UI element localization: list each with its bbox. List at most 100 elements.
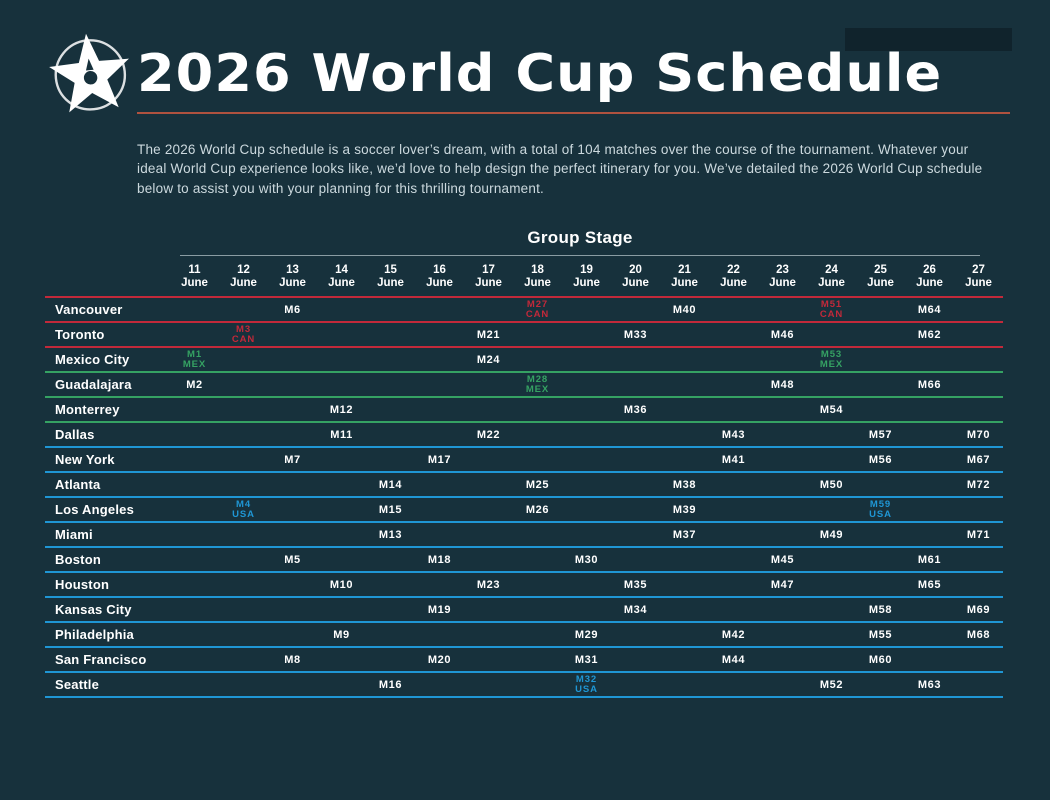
- match-cell-m51: M51 CAN: [819, 298, 844, 320]
- match-cell-m48: M48: [770, 378, 795, 391]
- match-cell-m27: M27 CAN: [525, 298, 550, 320]
- match-cell-m60: M60: [868, 653, 893, 666]
- match-cell-m68: M68: [966, 628, 991, 641]
- city-label: Vancouver: [55, 302, 123, 317]
- table-row-kansas-city: Kansas City M19 M34 M58 M69: [45, 598, 1003, 623]
- match-cell-m43: M43: [721, 428, 746, 441]
- match-cell-m49: M49: [819, 528, 844, 541]
- match-cell-m56: M56: [868, 453, 893, 466]
- city-label: Monterrey: [55, 402, 120, 417]
- date-header-13-june: 13 June: [279, 264, 306, 289]
- match-cell-m11: M11: [330, 428, 353, 441]
- match-cell-m19: M19: [427, 603, 452, 616]
- date-header-14-june: 14 June: [328, 264, 355, 289]
- page-title: 2026 World Cup Schedule: [137, 44, 943, 104]
- group-stage-underline: [180, 255, 980, 256]
- match-cell-m71: M71: [966, 528, 991, 541]
- match-cell-m36: M36: [623, 403, 648, 416]
- match-cell-m61: M61: [917, 553, 942, 566]
- date-header-25-june: 25 June: [867, 264, 894, 289]
- date-header-17-june: 17 June: [475, 264, 502, 289]
- match-cell-m31: M31: [574, 653, 599, 666]
- table-row-atlanta: Atlanta M14 M25 M38 M50 M72: [45, 473, 1003, 498]
- match-cell-m22: M22: [476, 428, 501, 441]
- match-cell-m29: M29: [574, 628, 599, 641]
- table-row-new-york: New York M7 M17 M41 M56 M67: [45, 448, 1003, 473]
- date-header-15-june: 15 June: [377, 264, 404, 289]
- match-cell-m17: M17: [427, 453, 452, 466]
- table-row-philadelphia: Philadelphia M9 M29 M42 M55 M68: [45, 623, 1003, 648]
- match-cell-m69: M69: [966, 603, 991, 616]
- match-cell-m8: M8: [284, 653, 301, 666]
- match-cell-m25: M25: [525, 478, 550, 491]
- match-cell-m6: M6: [284, 303, 301, 316]
- match-cell-m16: M16: [378, 678, 403, 691]
- date-header-18-june: 18 June: [524, 264, 551, 289]
- match-cell-m10: M10: [329, 578, 354, 591]
- watermark-box: [845, 28, 1012, 51]
- match-cell-m2: M2: [186, 378, 203, 391]
- city-label: Guadalajara: [55, 377, 132, 392]
- match-cell-m45: M45: [770, 553, 795, 566]
- match-cell-m13: M13: [378, 528, 403, 541]
- city-label: Seattle: [55, 677, 100, 692]
- match-cell-m4: M4 USA: [232, 498, 255, 520]
- table-row-san-francisco: San Francisco M8 M20 M31 M44 M60: [45, 648, 1003, 673]
- city-label: Los Angeles: [55, 502, 135, 517]
- date-header-24-june: 24 June: [818, 264, 845, 289]
- city-label: New York: [55, 452, 115, 467]
- match-cell-m30: M30: [574, 553, 599, 566]
- match-cell-m46: M46: [770, 328, 795, 341]
- match-cell-m1: M1 MEX: [182, 348, 207, 370]
- match-cell-m65: M65: [917, 578, 942, 591]
- table-row-houston: Houston M10 M23 M35 M47 M65: [45, 573, 1003, 598]
- match-cell-m24: M24: [476, 353, 501, 366]
- match-cell-m72: M72: [966, 478, 991, 491]
- match-cell-m58: M58: [868, 603, 893, 616]
- city-label: San Francisco: [55, 652, 147, 667]
- match-cell-m37: M37: [672, 528, 697, 541]
- table-row-boston: Boston M5 M18 M30 M45 M61: [45, 548, 1003, 573]
- match-cell-m66: M66: [917, 378, 942, 391]
- match-cell-m47: M47: [770, 578, 795, 591]
- city-label: Toronto: [55, 327, 105, 342]
- date-header-22-june: 22 June: [720, 264, 747, 289]
- city-label: Houston: [55, 577, 110, 592]
- match-cell-m32: M32 USA: [575, 673, 598, 695]
- date-header-23-june: 23 June: [769, 264, 796, 289]
- match-cell-m12: M12: [329, 403, 354, 416]
- date-header-19-june: 19 June: [573, 264, 600, 289]
- match-cell-m18: M18: [427, 553, 452, 566]
- title-underline: [137, 112, 1010, 114]
- match-cell-m52: M52: [819, 678, 844, 691]
- match-cell-m28: M28 MEX: [525, 373, 550, 395]
- group-stage-title: Group Stage: [527, 228, 633, 247]
- date-header-16-june: 16 June: [426, 264, 453, 289]
- match-cell-m53: M53 MEX: [819, 348, 844, 370]
- table-row-guadalajara: Guadalajara M2 M28 MEX M48 M66: [45, 373, 1003, 398]
- date-header-20-june: 20 June: [622, 264, 649, 289]
- match-cell-m15: M15: [378, 503, 403, 516]
- match-cell-m34: M34: [623, 603, 648, 616]
- dates-header-row: 11 June 12 June 13 June 14 June 15 June 16 June 17 Ju…: [45, 264, 1003, 290]
- date-header-27-june: 27 June: [965, 264, 992, 289]
- city-label: Dallas: [55, 427, 95, 442]
- match-cell-m62: M62: [917, 328, 942, 341]
- match-cell-m70: M70: [966, 428, 991, 441]
- match-cell-m63: M63: [917, 678, 942, 691]
- date-header-26-june: 26 June: [916, 264, 943, 289]
- match-cell-m42: M42: [721, 628, 746, 641]
- city-label: Philadelphia: [55, 627, 134, 642]
- match-cell-m35: M35: [623, 578, 648, 591]
- match-cell-m21: M21: [476, 328, 501, 341]
- table-row-miami: Miami M13 M37 M49 M71: [45, 523, 1003, 548]
- city-label: Mexico City: [55, 352, 130, 367]
- table-row-seattle: Seattle M16 M32 USA M52 M63: [45, 673, 1003, 698]
- city-label: Miami: [55, 527, 93, 542]
- city-label: Kansas City: [55, 602, 132, 617]
- city-label: Boston: [55, 552, 101, 567]
- match-cell-m33: M33: [623, 328, 648, 341]
- match-cell-m9: M9: [333, 628, 350, 641]
- table-row-vancouver: Vancouver M6 M27 CAN M40 M51 CAN M64: [45, 298, 1003, 323]
- table-row-los-angeles: Los Angeles M4 USA M15 M26 M39 M59 USA: [45, 498, 1003, 523]
